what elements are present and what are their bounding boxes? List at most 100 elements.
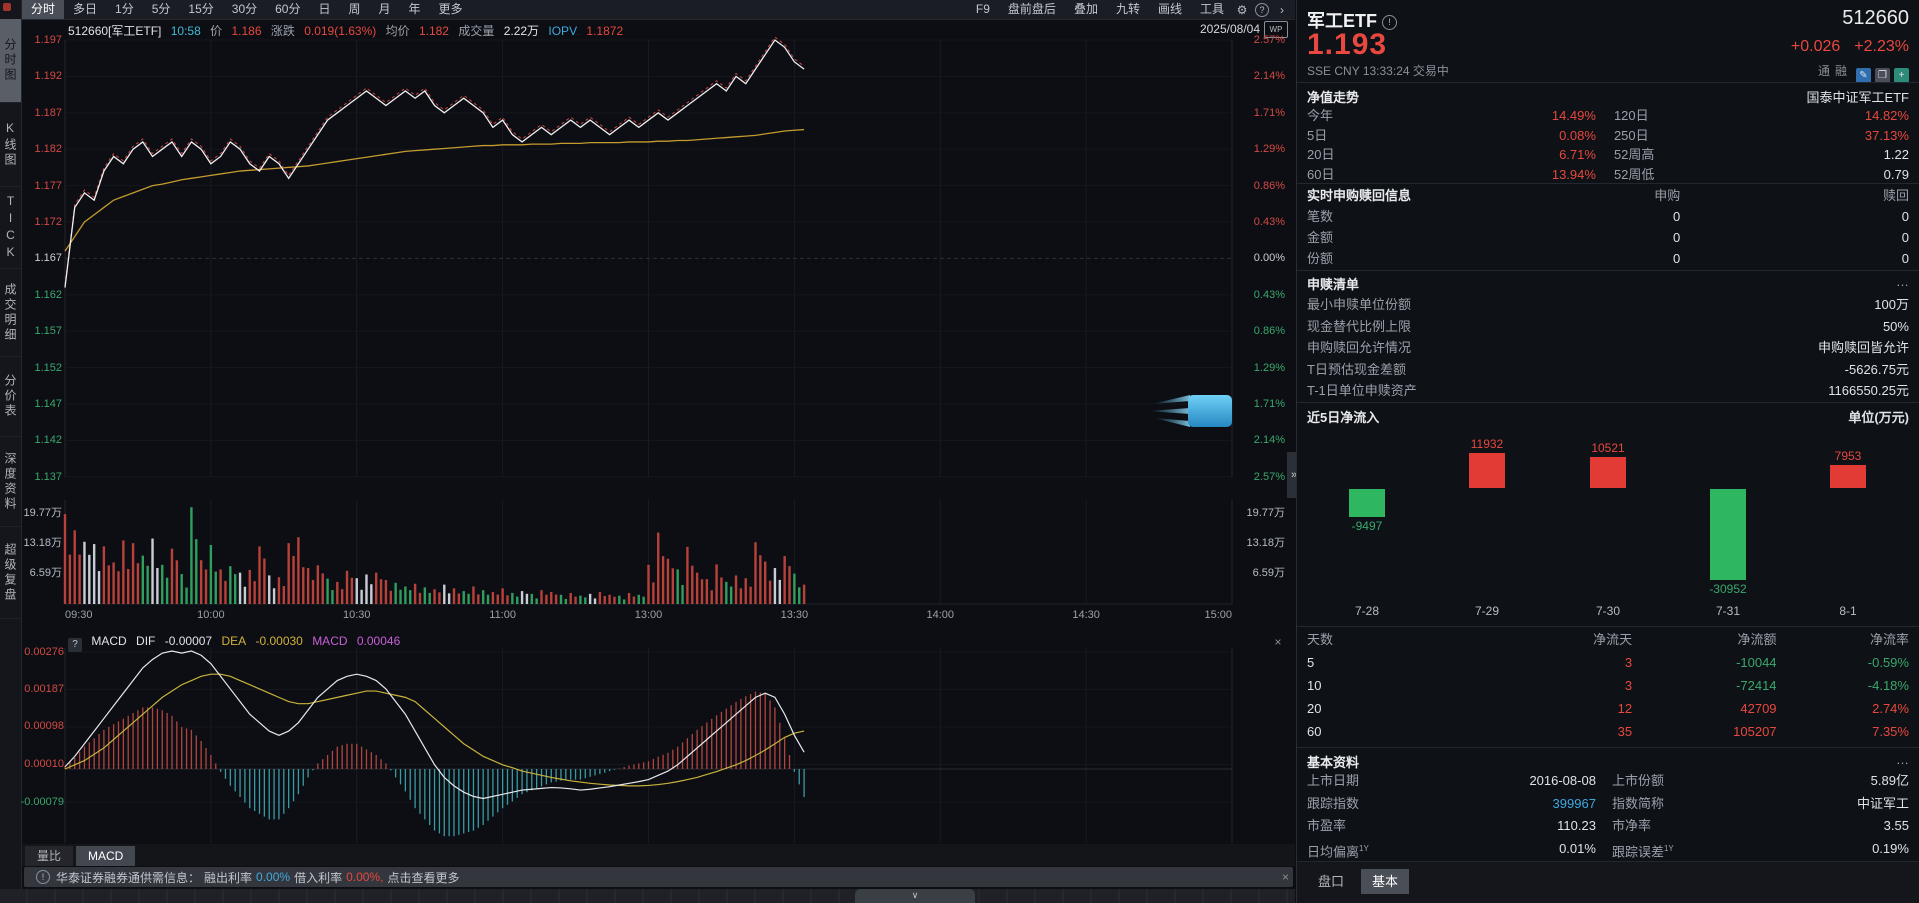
overlay-icon[interactable]: ❐ [1875,68,1890,83]
redemption-row: 现金替代比例上限 50% [1307,318,1909,334]
top-tab-更多[interactable]: 更多 [438,2,463,16]
flow-table-row: 5 3 -10044 -0.59% [1307,655,1909,670]
top-tab-月[interactable]: 月 [378,2,391,16]
sidebar-item-超级复盘[interactable]: 超级复盘 [0,527,21,619]
avg-value: 1.182 [418,24,449,38]
sidebar-item-TICK[interactable]: TICK [0,187,21,269]
top-tab-30分[interactable]: 30分 [231,2,258,16]
macd-close-icon[interactable]: × [1274,635,1282,649]
volume-axis-label-right: 19.77万 [1246,507,1285,519]
redemption-row: 最小申赎单位份额 100万 [1307,297,1909,312]
nav-row: 60日 13.94% 52周低 0.79 [1307,166,1909,182]
price-axis-label: 1.157 [34,325,62,338]
top-tab-分时[interactable]: 分时 [22,0,65,19]
instrument-name: 军工ETF [1307,11,1377,31]
wp-monitor-icon[interactable]: WP [1264,21,1288,38]
notice-close-icon[interactable]: × [1281,870,1289,884]
sidebar-item-K线图[interactable]: K线图 [0,103,21,187]
indicator-tab-量比[interactable]: 量比 [25,846,74,866]
percent-axis-label: 2.14% [1253,434,1285,447]
pencil-icon[interactable]: ✎ [1856,68,1871,83]
price-axis-label: 1.147 [34,398,62,410]
sidebar-item-分时图[interactable]: 分时图 [0,19,21,103]
add-icon[interactable]: + [1894,68,1909,83]
fund-name: 国泰中证军工ETF [1806,90,1909,105]
sidebar-items: 分时图 K线图 TICK 成交明细 分价表 深度资料 超级复盘 [0,19,22,619]
currency: CNY [1334,64,1360,78]
sidebar-item-分价表[interactable]: 分价表 [0,357,21,437]
basics-section-title: 基本资料 [1307,755,1360,770]
realtime-section-title: 实时申购赎回信息 [1307,188,1412,203]
quote-tab-基本[interactable]: 基本 [1361,869,1409,894]
gear-icon[interactable]: ⚙ [1236,2,1248,17]
intraday-chart [63,36,1233,843]
flow-date-label: 7-28 [1354,604,1380,618]
sidebar-item-深度资料[interactable]: 深度资料 [0,437,21,527]
top-menu-right: F9 盘前盘后 叠加 九转 画线 工具 ⚙? › [967,0,1295,19]
change-label: 涨跌 [270,24,295,38]
quote-panel: 军工ETF! 512660 1.193 +0.026 +2.23% SSE CNY… [1296,0,1919,903]
macd-dif-label: DIF [136,634,156,648]
top-tab-60分[interactable]: 60分 [275,2,301,16]
sidebar-item-成交明细[interactable]: 成交明细 [0,269,21,357]
price-axis-label: 1.152 [34,361,62,374]
notice-more-link[interactable]: 点击查看更多 [387,870,460,885]
percent-axis-label: 1.29% [1253,361,1285,374]
macd-header: ? MACD DIF -0.00007 DEA -0.00030 MACD 0.… [68,634,406,652]
time-axis-label: 11:00 [489,609,516,621]
top-action-画线[interactable]: 画线 [1157,2,1182,16]
flow-value-label: 7953 [1834,449,1862,463]
macd-axis-label: 0.00276 [24,646,64,658]
top-tab-15分[interactable]: 15分 [188,2,214,16]
top-action-盘前盘后[interactable]: 盘前盘后 [1007,2,1056,16]
quote-tab-盘口[interactable]: 盘口 [1317,874,1344,889]
price-axis-label: 1.167 [34,252,62,265]
macd-dea-value: -0.00030 [255,634,303,648]
flow-date-label: 8-1 [1839,604,1857,618]
notice-in-label: 借入利率 [294,870,343,885]
percent-axis-label: 2.14% [1253,70,1285,83]
help-icon[interactable]: ? [1255,2,1269,17]
instrument-code: 512660 [1842,7,1909,29]
top-menu-left: 分时 多日 1分 5分 15分 30分 60分 日 周 月 年 更多 [22,0,472,19]
top-tab-多日[interactable]: 多日 [73,2,98,16]
strip-collapse-handle[interactable]: ∨ [855,889,975,903]
top-tab-1分[interactable]: 1分 [115,2,134,16]
flow-value-label: 10521 [1591,441,1625,455]
nav-section-title: 净值走势 [1307,90,1360,105]
flow-bar-7-28 [1349,489,1385,517]
top-action-叠加[interactable]: 叠加 [1073,2,1098,16]
price-axis-label: 1.142 [34,434,62,447]
chart-date: 2025/08/04 [1199,22,1260,36]
top-action-F9[interactable]: F9 [975,2,990,16]
app-logo [3,3,11,11]
notice-in-rate: 0.00%, [346,870,384,884]
redemption-row: T-1日单位申赎资产 1166550.25元 [1307,383,1909,398]
price-axis-label: 1.192 [34,70,62,83]
top-tab-周[interactable]: 周 [348,2,361,16]
flow-date-label: 7-29 [1474,604,1500,618]
indicator-tab-MACD[interactable]: MACD [76,846,136,866]
redemption-more-icon[interactable]: … [1896,274,1909,289]
top-tab-日[interactable]: 日 [318,2,331,16]
top-action-九转[interactable]: 九转 [1115,2,1140,16]
last-price: 1.193 [1307,28,1388,61]
basics-row: 日均偏离1Y 0.01% 跟踪误差1Y 0.19% [1307,840,1909,859]
notice-prefix: 华泰证券融券通供需信息： [56,870,201,885]
basics-more-icon[interactable]: … [1896,752,1909,767]
top-tab-年[interactable]: 年 [408,2,421,16]
realtime-row: 金额 0 0 [1307,230,1909,245]
flow-date-label: 7-31 [1715,604,1741,618]
left-sidebar: 分时图 K线图 TICK 成交明细 分价表 深度资料 超级复盘 [0,0,22,903]
top-tab-5分[interactable]: 5分 [151,2,171,16]
macd-axis-label: 0.00010 [24,758,64,770]
col-subscribe: 申购 [1654,188,1681,203]
volume-axis-label-right: 13.18万 [1246,537,1285,549]
price-axis-label: 1.177 [34,179,62,192]
macd-help-icon[interactable]: ? [68,638,82,652]
top-action-工具[interactable]: 工具 [1199,2,1224,16]
expand-icon[interactable]: › [1280,2,1284,17]
info-icon[interactable]: ! [1382,15,1397,30]
margin-notice-bar[interactable]: ! 华泰证券融券通供需信息： 融出利率 0.00% 借入利率 0.00%, 点击… [24,867,1293,887]
change-pct: +2.23% [1854,38,1909,55]
